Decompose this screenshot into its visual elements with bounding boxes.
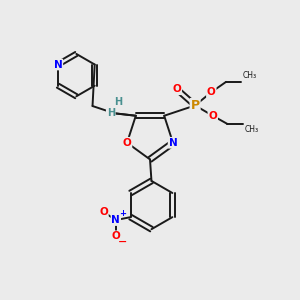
Text: N: N <box>169 138 177 148</box>
Text: O: O <box>208 111 217 121</box>
Text: N: N <box>112 215 120 225</box>
Text: O: O <box>172 84 181 94</box>
Text: H: H <box>114 97 122 107</box>
Text: H: H <box>107 108 115 118</box>
Text: O: O <box>112 231 120 241</box>
Text: N: N <box>54 59 62 70</box>
Text: O: O <box>123 138 131 148</box>
Text: CH₃: CH₃ <box>244 125 258 134</box>
Text: P: P <box>190 99 200 112</box>
Text: CH₃: CH₃ <box>243 71 257 80</box>
Text: O: O <box>207 87 216 97</box>
Text: +: + <box>119 209 126 218</box>
Text: −: − <box>118 237 127 247</box>
Text: O: O <box>99 207 108 217</box>
